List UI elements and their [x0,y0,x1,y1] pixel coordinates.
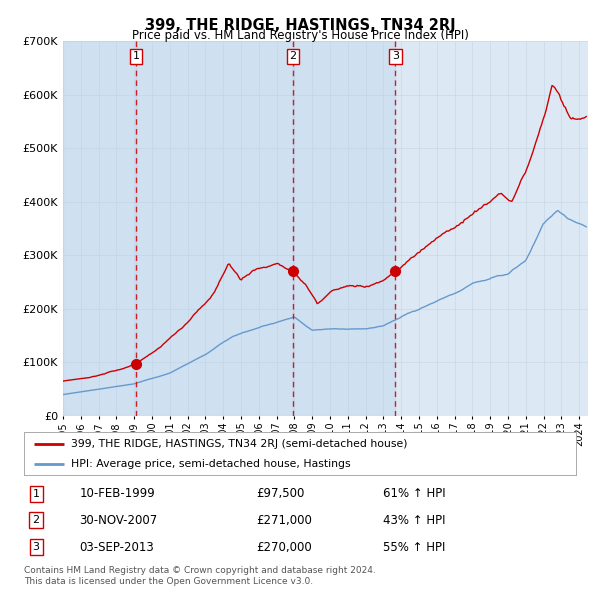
Text: £97,500: £97,500 [256,487,304,500]
Text: 2: 2 [289,51,296,61]
Text: 399, THE RIDGE, HASTINGS, TN34 2RJ: 399, THE RIDGE, HASTINGS, TN34 2RJ [145,18,455,32]
Text: 43% ↑ HPI: 43% ↑ HPI [383,514,445,527]
Text: £270,000: £270,000 [256,540,311,553]
Bar [293,41,395,416]
Text: 3: 3 [392,51,399,61]
Text: HPI: Average price, semi-detached house, Hastings: HPI: Average price, semi-detached house,… [71,459,350,469]
Text: 55% ↑ HPI: 55% ↑ HPI [383,540,445,553]
Text: This data is licensed under the Open Government Licence v3.0.: This data is licensed under the Open Gov… [24,577,313,586]
Bar [136,41,293,416]
Text: Price paid vs. HM Land Registry's House Price Index (HPI): Price paid vs. HM Land Registry's House … [131,30,469,42]
Bar [63,41,136,416]
Text: 61% ↑ HPI: 61% ↑ HPI [383,487,445,500]
Text: 03-SEP-2013: 03-SEP-2013 [79,540,154,553]
Text: 399, THE RIDGE, HASTINGS, TN34 2RJ (semi-detached house): 399, THE RIDGE, HASTINGS, TN34 2RJ (semi… [71,438,407,448]
Text: 2: 2 [32,515,40,525]
Text: 3: 3 [32,542,40,552]
Text: 1: 1 [133,51,140,61]
Text: Contains HM Land Registry data © Crown copyright and database right 2024.: Contains HM Land Registry data © Crown c… [24,566,376,575]
Text: 30-NOV-2007: 30-NOV-2007 [79,514,157,527]
Text: 10-FEB-1999: 10-FEB-1999 [79,487,155,500]
Text: 1: 1 [32,489,40,499]
Text: £271,000: £271,000 [256,514,312,527]
